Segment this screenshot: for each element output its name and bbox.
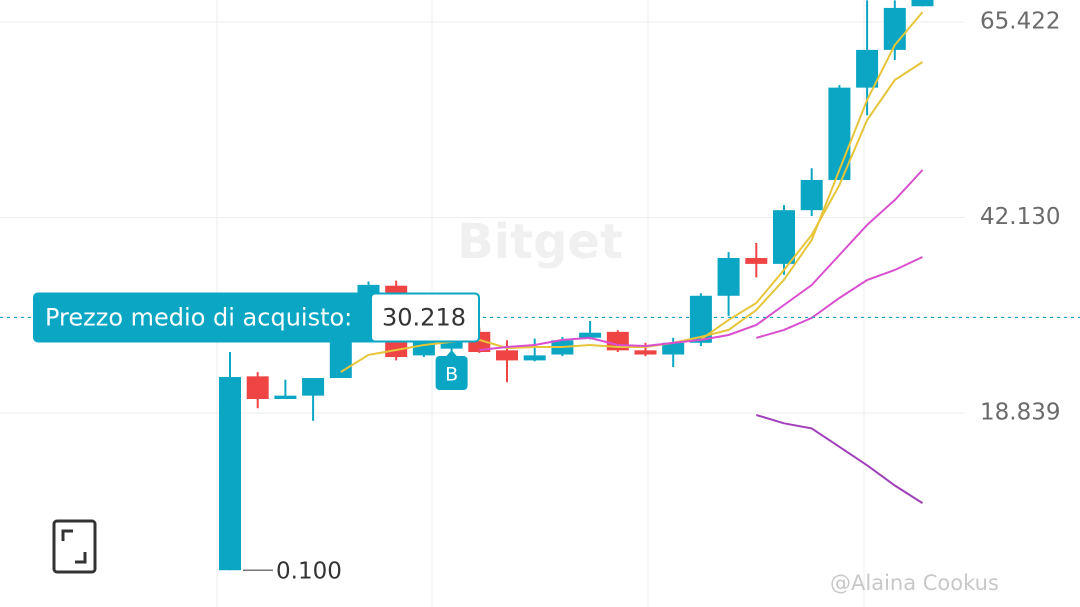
buy-marker-arrow (445, 350, 458, 357)
buy-marker-label: B (445, 364, 458, 386)
candle-body (717, 258, 740, 296)
icon-arrows (61, 529, 87, 564)
candle-body (496, 350, 518, 361)
credit: @Alaina Cookus (830, 571, 999, 595)
y-tick-label: 18.839 (980, 399, 1060, 425)
avg-label-box (33, 292, 480, 343)
avg-value-box (372, 294, 478, 341)
watermark: Bitget (457, 214, 623, 270)
y-tick-label: 65.422 (980, 8, 1060, 34)
candle-body (773, 210, 795, 264)
candle-body (274, 395, 297, 400)
candle-body (856, 49, 879, 88)
candle-body (800, 179, 823, 211)
y-tick-label: 42.130 (980, 204, 1060, 230)
ma-line (756, 256, 923, 339)
buy-marker (435, 356, 468, 390)
min-label: 0.100 (276, 559, 342, 585)
candle-body (219, 377, 241, 571)
candle-body (523, 355, 546, 361)
candle-body (745, 258, 768, 264)
ma-line (340, 11, 924, 373)
avg-value: 30.218 (382, 303, 466, 331)
candle-body (911, 0, 934, 7)
candle-body (689, 295, 712, 343)
avg-label: Prezzo medio di acquisto: (45, 303, 352, 331)
candle-body (412, 340, 435, 356)
candle-body (662, 342, 685, 355)
ma-line (700, 61, 924, 341)
ma-line (479, 169, 924, 351)
candle-body (302, 378, 325, 396)
expand-icon[interactable] (52, 519, 97, 574)
candle-body (440, 340, 463, 349)
icon-frame (52, 519, 97, 574)
ma-line (756, 414, 924, 504)
candle-body (579, 332, 602, 338)
candle-body (246, 376, 269, 400)
candle-body (634, 350, 657, 355)
